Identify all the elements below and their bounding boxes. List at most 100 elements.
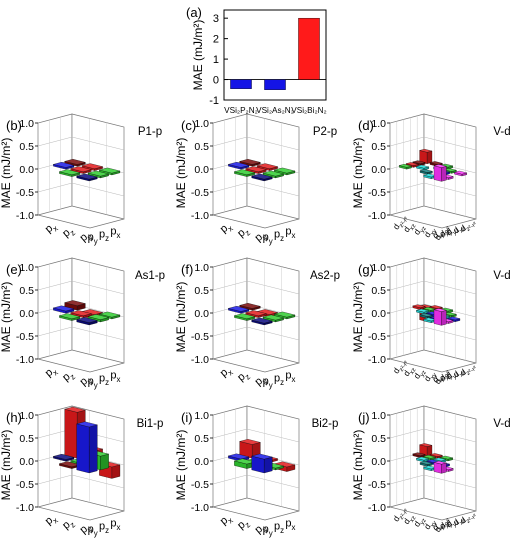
bar-top-face xyxy=(87,314,109,320)
bar-top-face xyxy=(234,169,256,175)
wall-gridline xyxy=(37,326,73,337)
bar-top-face xyxy=(76,173,98,180)
bar-top-face xyxy=(433,164,447,168)
bar-top-face xyxy=(76,421,98,428)
z-tick-label: -1.0 xyxy=(368,210,386,222)
floor-edge xyxy=(389,358,477,373)
x-orbital-label: py xyxy=(88,524,98,538)
z-tick-label: 1.0 xyxy=(371,118,386,130)
x-orbital-label: pz xyxy=(99,521,109,535)
bar-3d xyxy=(81,163,103,171)
bar-3d xyxy=(416,456,429,463)
bar-top-face xyxy=(419,169,433,173)
panel-a-ylabel: MAE (mJ/m²) xyxy=(191,20,205,91)
bar-top-face xyxy=(429,305,443,309)
z-tick-label: 0.0 xyxy=(371,308,386,320)
z-tick-label: 1.0 xyxy=(371,262,386,274)
bar-top-face xyxy=(423,455,436,459)
bar-top-face xyxy=(228,162,250,168)
bar-top-face xyxy=(412,160,426,164)
panel-a-category-label: VSi₂P₂N₂ xyxy=(224,106,258,115)
panel-a-ytick-label: 1 xyxy=(213,54,219,66)
panel-a-bar xyxy=(264,79,286,90)
bar-top-face xyxy=(440,163,453,168)
bar-top-face xyxy=(239,303,261,309)
bar-3d xyxy=(228,162,250,170)
z-tick-label: -0.5 xyxy=(368,479,386,491)
wall-gridline xyxy=(71,280,125,295)
bar-top-face xyxy=(433,308,447,312)
panel-a-ytick-label: -1 xyxy=(209,95,219,107)
bar-3d xyxy=(262,314,284,323)
z-tick-label: -0.5 xyxy=(16,187,34,199)
bar-3d xyxy=(251,453,273,474)
x-orbital-label: dxy xyxy=(438,368,455,385)
x-orbital-label: py xyxy=(263,524,273,538)
bar-top-face xyxy=(234,313,256,319)
bar-top-face xyxy=(416,164,429,169)
y-orbital-label: pz xyxy=(60,224,77,241)
x-orbital-label: pz xyxy=(274,373,284,387)
bar-top-face xyxy=(53,162,75,168)
z-tick-label: -1.0 xyxy=(16,502,34,514)
bar-3d xyxy=(245,166,267,174)
y-orbital-label: px xyxy=(218,512,235,529)
bar-top-face xyxy=(59,461,81,467)
bar-top-face xyxy=(423,173,437,178)
bar-top-face xyxy=(274,167,296,174)
panel-title: As2-p xyxy=(310,270,340,282)
bar-top-face xyxy=(399,164,412,168)
bar-top-face xyxy=(59,169,81,175)
z-axis-label: MAE (mJ/m²) xyxy=(0,430,13,501)
z-tick-label: 0.0 xyxy=(19,164,34,176)
bar-top-face xyxy=(99,311,121,318)
bar-3d xyxy=(53,305,75,314)
bar-front-face xyxy=(64,408,78,459)
z-tick-label: 1.0 xyxy=(194,262,209,274)
y-orbital-label: dxz xyxy=(401,219,418,235)
y-orbital-label: pz xyxy=(235,224,252,241)
panel-a: (a) -1 0 1 2 3 MAE (mJ/m²) VSi₂P₂N₂VSi₂As₂N₂VSi… xyxy=(186,5,327,115)
wall-gridline xyxy=(246,326,300,341)
x-orbital-label: px xyxy=(110,518,120,532)
bar-top-face xyxy=(433,460,447,465)
panel-a-ytick-label: 3 xyxy=(213,13,219,25)
panel-title: P1-p xyxy=(138,126,162,138)
bar-3d xyxy=(262,170,284,179)
panel-label: (e) xyxy=(6,262,22,277)
bar-3d xyxy=(53,454,75,462)
bar-top-face xyxy=(429,161,443,165)
bar-3d xyxy=(59,169,81,177)
bar-top-face xyxy=(81,163,103,169)
y-orbital-label: dxz xyxy=(401,511,418,527)
bar-top-face xyxy=(433,457,447,462)
y-orbital-label: dyz xyxy=(411,366,428,382)
x-orbital-label: dxy xyxy=(438,516,455,533)
panel-label: (h) xyxy=(6,410,22,425)
bar-top-face xyxy=(419,443,433,447)
wall-gridline xyxy=(423,182,477,197)
bar-front-face xyxy=(76,423,90,474)
bar-side-face xyxy=(426,150,433,164)
z-axis-label: MAE (mJ/m²) xyxy=(0,138,13,209)
bar-3d xyxy=(433,164,447,182)
x-orbital-label: pz xyxy=(99,229,109,243)
y-orbital-label: pz xyxy=(60,368,77,385)
x-orbital-label: dxy xyxy=(438,224,455,241)
z-tick-label: 0.5 xyxy=(371,141,386,153)
z-tick-label: -0.5 xyxy=(16,479,34,491)
wall-gridline xyxy=(389,428,425,439)
bar-3d xyxy=(433,308,447,326)
bar-side-face xyxy=(89,424,98,474)
bar-3d xyxy=(274,311,296,320)
panel-a-category-label: VSi₂Bi₂N₂ xyxy=(291,106,326,115)
wall-gridline xyxy=(246,280,300,295)
panel-label: (b) xyxy=(6,118,22,133)
z-tick-label: 0.5 xyxy=(19,285,34,297)
wall-gridline xyxy=(423,136,477,151)
panel-title: P2-p xyxy=(313,126,337,138)
bar-3d xyxy=(454,170,467,177)
panel-a-ytick-label: 0 xyxy=(213,75,219,87)
